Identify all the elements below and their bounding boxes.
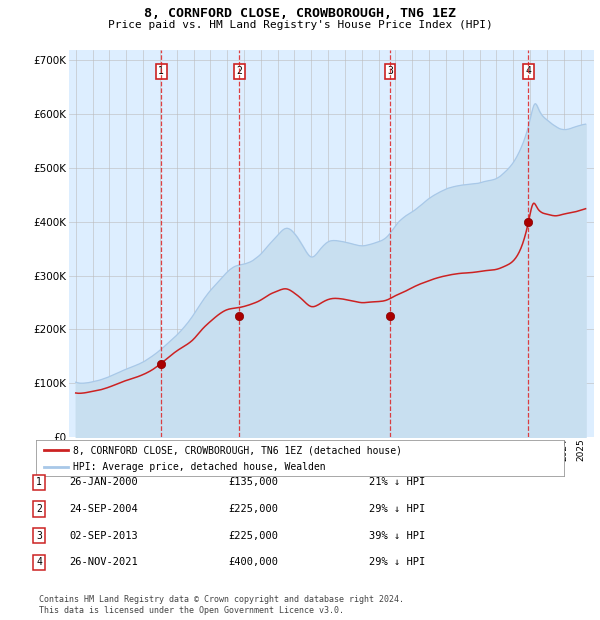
Text: 3: 3	[387, 66, 393, 76]
Text: 21% ↓ HPI: 21% ↓ HPI	[369, 477, 425, 487]
Text: 29% ↓ HPI: 29% ↓ HPI	[369, 557, 425, 567]
Text: 4: 4	[36, 557, 42, 567]
Text: This data is licensed under the Open Government Licence v3.0.: This data is licensed under the Open Gov…	[39, 606, 344, 615]
Text: Contains HM Land Registry data © Crown copyright and database right 2024.: Contains HM Land Registry data © Crown c…	[39, 595, 404, 604]
Text: HPI: Average price, detached house, Wealden: HPI: Average price, detached house, Weal…	[73, 462, 326, 472]
Text: 29% ↓ HPI: 29% ↓ HPI	[369, 504, 425, 514]
Text: 8, CORNFORD CLOSE, CROWBOROUGH, TN6 1EZ (detached house): 8, CORNFORD CLOSE, CROWBOROUGH, TN6 1EZ …	[73, 445, 402, 455]
Text: Price paid vs. HM Land Registry's House Price Index (HPI): Price paid vs. HM Land Registry's House …	[107, 20, 493, 30]
Text: 1: 1	[36, 477, 42, 487]
Text: £135,000: £135,000	[228, 477, 278, 487]
Text: £400,000: £400,000	[228, 557, 278, 567]
Text: 02-SEP-2013: 02-SEP-2013	[69, 531, 138, 541]
Text: 3: 3	[36, 531, 42, 541]
Text: 39% ↓ HPI: 39% ↓ HPI	[369, 531, 425, 541]
Text: 24-SEP-2004: 24-SEP-2004	[69, 504, 138, 514]
Text: £225,000: £225,000	[228, 504, 278, 514]
Text: 4: 4	[526, 66, 532, 76]
Text: 2: 2	[36, 504, 42, 514]
Text: 26-JAN-2000: 26-JAN-2000	[69, 477, 138, 487]
Text: 2: 2	[236, 66, 242, 76]
Text: 1: 1	[158, 66, 164, 76]
Text: £225,000: £225,000	[228, 531, 278, 541]
Text: 26-NOV-2021: 26-NOV-2021	[69, 557, 138, 567]
Text: 8, CORNFORD CLOSE, CROWBOROUGH, TN6 1EZ: 8, CORNFORD CLOSE, CROWBOROUGH, TN6 1EZ	[144, 7, 456, 20]
